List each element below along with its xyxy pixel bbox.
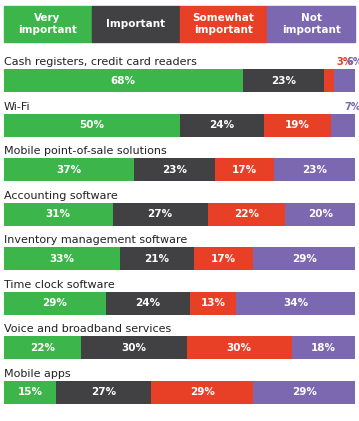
- Text: 19%: 19%: [285, 120, 310, 130]
- Bar: [187, 336, 292, 360]
- Bar: [4, 336, 81, 360]
- Text: 29%: 29%: [292, 254, 317, 264]
- Text: 6%: 6%: [347, 57, 359, 67]
- Bar: [120, 247, 194, 270]
- Text: Somewhat
important: Somewhat important: [192, 13, 255, 35]
- Bar: [4, 69, 243, 92]
- Bar: [208, 203, 285, 226]
- Bar: [324, 69, 334, 92]
- Bar: [253, 247, 355, 270]
- Bar: [264, 114, 331, 137]
- Text: 31%: 31%: [46, 209, 71, 219]
- Text: 23%: 23%: [302, 165, 327, 175]
- Text: 29%: 29%: [292, 387, 317, 397]
- Bar: [4, 203, 113, 226]
- Bar: [236, 292, 355, 315]
- Text: Accounting software: Accounting software: [4, 191, 117, 201]
- Text: 24%: 24%: [209, 120, 234, 130]
- Bar: [180, 114, 264, 137]
- Text: 18%: 18%: [311, 343, 336, 353]
- Text: 50%: 50%: [79, 120, 104, 130]
- Bar: [275, 158, 355, 181]
- Text: 15%: 15%: [18, 387, 42, 397]
- Text: Voice and broadband services: Voice and broadband services: [4, 325, 171, 334]
- Text: 37%: 37%: [56, 165, 81, 175]
- Bar: [134, 158, 215, 181]
- Text: Mobile apps: Mobile apps: [4, 369, 70, 379]
- Text: 68%: 68%: [111, 76, 136, 86]
- Text: 27%: 27%: [91, 387, 116, 397]
- Bar: [4, 158, 134, 181]
- Text: 13%: 13%: [200, 298, 225, 308]
- Bar: [331, 114, 355, 137]
- Text: 29%: 29%: [42, 298, 67, 308]
- Bar: [4, 247, 120, 270]
- Bar: [253, 381, 355, 404]
- Text: 7%: 7%: [345, 102, 359, 112]
- Bar: [285, 203, 355, 226]
- Text: 27%: 27%: [148, 209, 173, 219]
- Text: 20%: 20%: [308, 209, 333, 219]
- Bar: [151, 381, 253, 404]
- Bar: [113, 203, 208, 226]
- Text: 23%: 23%: [162, 165, 187, 175]
- Text: Not
important: Not important: [282, 13, 341, 35]
- Text: 22%: 22%: [234, 209, 259, 219]
- Text: 33%: 33%: [49, 254, 74, 264]
- Bar: [106, 292, 190, 315]
- Text: 23%: 23%: [271, 76, 296, 86]
- Bar: [4, 381, 56, 404]
- Text: 21%: 21%: [144, 254, 169, 264]
- Text: Wi-Fi: Wi-Fi: [4, 102, 30, 112]
- Bar: [92, 6, 180, 43]
- Bar: [56, 381, 151, 404]
- Text: Cash registers, credit card readers: Cash registers, credit card readers: [4, 57, 196, 67]
- Text: 34%: 34%: [283, 298, 308, 308]
- Text: 30%: 30%: [227, 343, 252, 353]
- Bar: [243, 69, 324, 92]
- Text: 22%: 22%: [30, 343, 55, 353]
- Bar: [4, 292, 106, 315]
- Text: 30%: 30%: [121, 343, 146, 353]
- Text: 3%: 3%: [336, 57, 353, 67]
- Bar: [180, 6, 267, 43]
- Text: 17%: 17%: [232, 165, 257, 175]
- Bar: [4, 114, 180, 137]
- Text: Important: Important: [106, 19, 165, 29]
- Text: Inventory management software: Inventory management software: [4, 235, 187, 245]
- Bar: [292, 336, 355, 360]
- Bar: [194, 247, 253, 270]
- Text: Mobile point-of-sale solutions: Mobile point-of-sale solutions: [4, 147, 166, 157]
- Text: Time clock software: Time clock software: [4, 280, 114, 290]
- Bar: [4, 6, 92, 43]
- Text: 24%: 24%: [135, 298, 160, 308]
- Text: Very
important: Very important: [18, 13, 77, 35]
- Bar: [190, 292, 236, 315]
- Text: 17%: 17%: [211, 254, 236, 264]
- Bar: [334, 69, 355, 92]
- Bar: [267, 6, 355, 43]
- Bar: [81, 336, 187, 360]
- Bar: [215, 158, 275, 181]
- Text: 29%: 29%: [190, 387, 215, 397]
